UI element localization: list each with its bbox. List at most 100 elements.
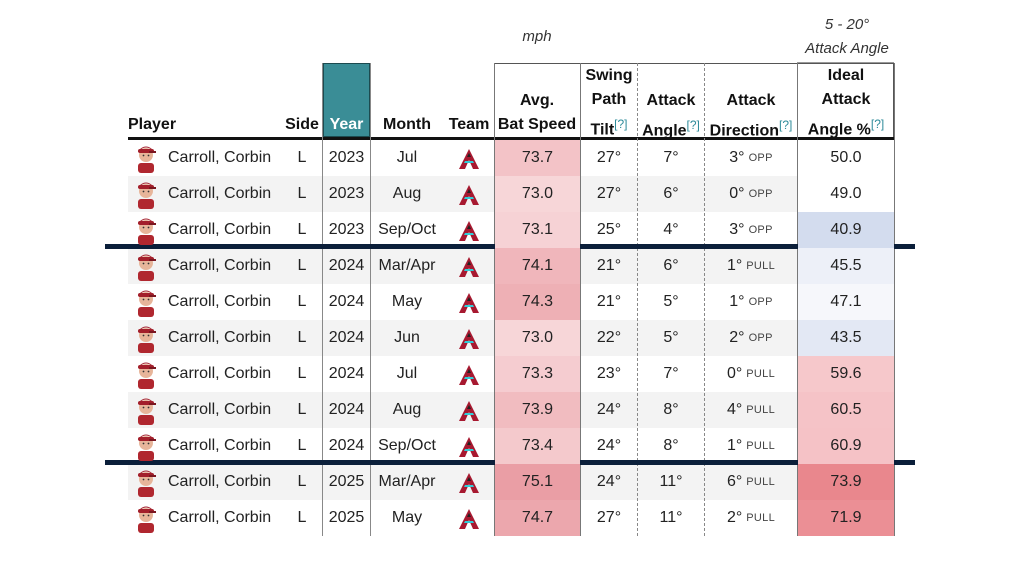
side-value: L — [297, 185, 307, 202]
player-name[interactable]: Carroll, Corbin — [168, 221, 272, 238]
side-value: L — [297, 293, 307, 310]
attack-direction-degrees: 2° — [729, 329, 745, 346]
side-value: L — [297, 437, 307, 454]
column-line-ideal-right — [894, 63, 895, 536]
bat-speed-value: 74.3 — [521, 293, 554, 310]
attack-direction-degrees: 1° — [729, 293, 745, 310]
column-line-direction — [704, 63, 705, 536]
year-value: 2023 — [328, 185, 365, 202]
ideal-attack-angle-value: 43.5 — [830, 329, 862, 346]
side-value: L — [297, 149, 307, 166]
attack-direction-degrees: 1° — [726, 437, 743, 454]
swing-path-tilt-value: 23° — [596, 365, 622, 382]
bat-speed-fill — [495, 212, 580, 248]
player-name[interactable]: Carroll, Corbin — [168, 149, 272, 166]
help-link-attack-angle[interactable]: [?] — [686, 118, 700, 132]
diamondbacks-logo-icon — [458, 400, 480, 422]
player-name[interactable]: Carroll, Corbin — [168, 473, 272, 490]
bat-speed-value: 73.1 — [521, 221, 554, 238]
player-name[interactable]: Carroll, Corbin — [168, 365, 272, 382]
help-link-attack-direction[interactable]: [?] — [779, 118, 793, 132]
attack-direction-degrees: 0° — [729, 185, 745, 202]
header-attack-direction[interactable]: Attack Direction[?] — [709, 92, 793, 140]
bat-speed-value: 73.3 — [521, 365, 554, 382]
player-name[interactable]: Carroll, Corbin — [168, 509, 272, 526]
player-name[interactable]: Carroll, Corbin — [168, 437, 272, 454]
diamondbacks-logo-icon — [458, 256, 480, 278]
attack-direction-degrees: 6° — [726, 473, 743, 490]
swing-path-tilt-value: 25° — [596, 221, 622, 238]
player-name[interactable]: Carroll, Corbin — [168, 185, 272, 202]
ideal-angle-fill — [798, 320, 894, 356]
header-year[interactable]: Year — [329, 116, 364, 133]
diamondbacks-logo-icon — [458, 436, 480, 458]
swing-path-tilt-value: 24° — [596, 473, 622, 490]
header-swing-path-tilt[interactable]: Swing Path Tilt[?] — [585, 67, 633, 139]
attack-direction-degrees: 4° — [726, 401, 743, 418]
ideal-angle-fill — [798, 428, 894, 464]
ideal-range-sub-label: Attack Angle — [805, 40, 889, 57]
player-name[interactable]: Carroll, Corbin — [168, 329, 272, 346]
attack-direction-label: OPP — [748, 332, 773, 344]
mph-label: mph — [522, 28, 552, 45]
ideal-angle-fill — [798, 500, 894, 536]
ideal-attack-angle-value: 40.9 — [830, 221, 862, 238]
bat-speed-value: 75.1 — [521, 473, 554, 490]
diamondbacks-logo-icon — [458, 184, 480, 206]
side-value: L — [297, 257, 307, 274]
year-value: 2025 — [328, 473, 365, 490]
attack-angle-value: 8° — [663, 401, 679, 418]
swing-path-tilt-value: 27° — [596, 149, 622, 166]
month-value: May — [391, 293, 423, 310]
diamondbacks-logo-icon — [458, 508, 480, 530]
column-line-angle — [637, 63, 638, 536]
player-avatar-icon — [135, 467, 157, 497]
player-avatar-icon — [135, 251, 157, 281]
ideal-angle-fill — [798, 464, 894, 500]
attack-direction-label: PULL — [746, 260, 775, 272]
header-bat-speed[interactable]: Avg. Bat Speed — [497, 92, 577, 133]
header-ideal-attack-angle[interactable]: Ideal Attack Angle %[?] — [807, 67, 885, 139]
attack-direction-label: OPP — [748, 188, 773, 200]
player-avatar-icon — [135, 503, 157, 533]
help-link-tilt[interactable]: [?] — [614, 117, 628, 131]
diamondbacks-logo-icon — [458, 220, 480, 242]
bat-speed-fill — [495, 140, 580, 176]
month-value: Sep/Oct — [378, 437, 436, 454]
header-player[interactable]: Player — [128, 116, 177, 133]
bat-speed-value: 74.7 — [521, 509, 554, 526]
player-avatar-icon — [135, 143, 157, 173]
ideal-attack-angle-value: 47.1 — [830, 293, 862, 310]
header-team[interactable]: Team — [448, 116, 490, 133]
attack-direction-degrees: 2° — [726, 509, 743, 526]
year-value: 2023 — [328, 221, 365, 238]
header-side[interactable]: Side — [285, 116, 319, 133]
header-rule — [128, 137, 894, 140]
swing-path-tilt-value: 21° — [596, 293, 622, 310]
year-value: 2024 — [328, 293, 365, 310]
side-value: L — [297, 509, 307, 526]
player-name[interactable]: Carroll, Corbin — [168, 401, 272, 418]
attack-direction-label: PULL — [746, 440, 775, 452]
year-header-band — [323, 63, 370, 137]
attack-direction-degrees: 0° — [726, 365, 743, 382]
attack-direction-value: 3° OPP — [705, 212, 797, 248]
side-value: L — [297, 329, 307, 346]
player-name[interactable]: Carroll, Corbin — [168, 257, 272, 274]
header-attack-angle[interactable]: Attack Angle[?] — [642, 92, 700, 140]
year-value: 2024 — [328, 329, 365, 346]
player-name[interactable]: Carroll, Corbin — [168, 293, 272, 310]
year-value: 2025 — [328, 509, 365, 526]
attack-direction-value: 1° OPP — [705, 284, 797, 320]
header-month[interactable]: Month — [383, 116, 431, 133]
ideal-attack-angle-value: 73.9 — [830, 473, 862, 490]
attack-angle-value: 5° — [663, 329, 679, 346]
month-value: Mar/Apr — [378, 257, 436, 274]
attack-direction-degrees: 3° — [729, 221, 745, 238]
swing-path-tilt-value: 27° — [596, 185, 622, 202]
month-value: Jul — [396, 365, 418, 382]
attack-direction-label: PULL — [746, 404, 775, 416]
attack-angle-value: 11° — [659, 473, 683, 490]
help-link-ideal[interactable]: [?] — [870, 117, 885, 131]
ideal-angle-fill — [798, 176, 894, 212]
